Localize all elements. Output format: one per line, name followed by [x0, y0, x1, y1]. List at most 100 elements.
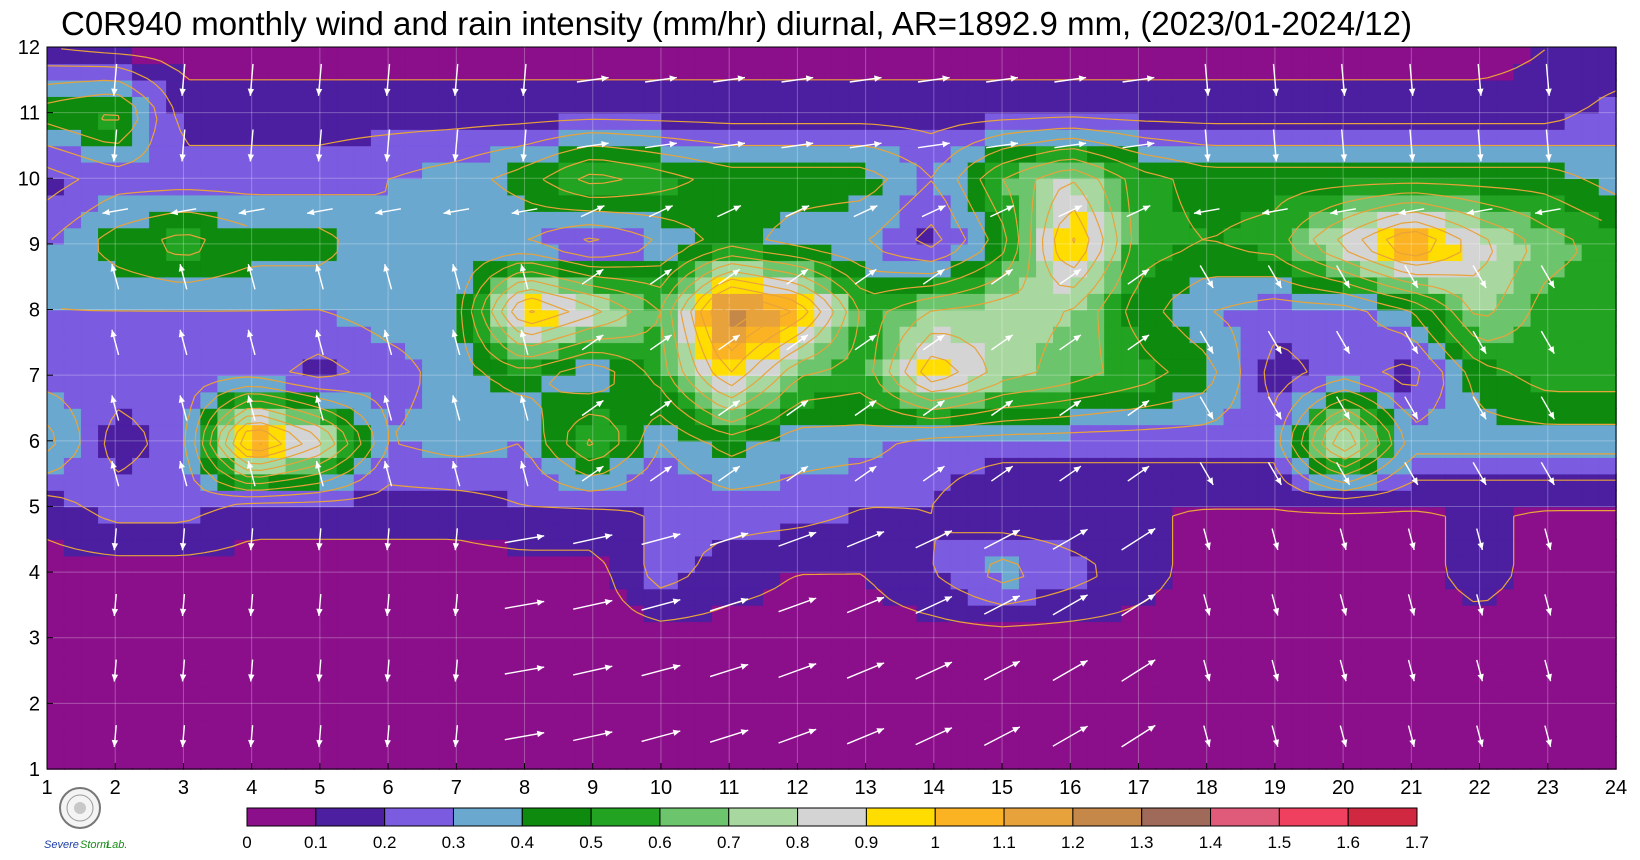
field-cell	[882, 227, 901, 245]
field-cell	[1172, 63, 1191, 81]
field-cell	[1598, 391, 1617, 409]
field-cell	[1240, 178, 1259, 196]
field-cell	[63, 719, 82, 737]
field-cell	[1001, 46, 1020, 65]
field-cell	[1036, 637, 1054, 655]
field-cell	[1206, 161, 1225, 180]
field-cell	[183, 653, 202, 672]
field-cell	[1172, 522, 1191, 541]
field-cell	[711, 571, 730, 590]
field-cell	[507, 637, 526, 655]
field-cell	[558, 227, 577, 245]
field-cell	[899, 325, 918, 344]
field-cell	[1445, 375, 1464, 393]
field-cell	[183, 752, 202, 770]
field-cell	[780, 703, 799, 721]
field-cell	[660, 96, 679, 114]
field-cell	[1428, 194, 1447, 212]
field-cell	[643, 637, 662, 655]
field-cell	[1394, 391, 1413, 409]
field-cell	[166, 621, 185, 639]
field-cell	[319, 604, 338, 623]
field-cell	[200, 178, 219, 196]
field-cell	[1138, 96, 1157, 114]
wind-arrow-head	[384, 739, 391, 748]
field-cell	[558, 539, 577, 557]
svg-text:Storm: Storm	[80, 839, 109, 851]
wind-arrow-head	[876, 728, 885, 735]
field-cell	[1564, 703, 1583, 721]
field-cell	[1189, 440, 1208, 458]
field-cell	[387, 736, 406, 754]
field-cell	[1223, 260, 1242, 278]
field-cell	[234, 736, 253, 754]
field-cell	[183, 686, 202, 705]
field-cell	[575, 489, 594, 508]
field-cell	[1547, 46, 1566, 65]
field-cell	[1206, 457, 1225, 475]
field-cell	[1462, 571, 1481, 590]
field-cell	[660, 46, 679, 65]
field-cell	[1291, 309, 1310, 327]
field-cell	[865, 670, 884, 688]
wind-arrow-head	[672, 664, 681, 671]
field-cell	[319, 571, 338, 590]
field-cell	[1240, 686, 1259, 705]
field-cell	[1547, 522, 1566, 541]
field-cell	[46, 260, 65, 278]
field-cell	[729, 571, 747, 590]
wind-arrow-head	[942, 75, 950, 82]
field-cell	[234, 719, 253, 737]
wind-arrow-head	[1204, 673, 1211, 682]
field-cell	[1325, 63, 1344, 81]
field-cell	[1070, 539, 1089, 557]
field-cell	[183, 604, 202, 623]
field-cell	[882, 653, 901, 672]
field-cell	[950, 96, 969, 114]
field-cell	[200, 752, 219, 770]
field-cell	[1564, 292, 1583, 311]
field-cell	[729, 161, 747, 180]
field-cell	[132, 506, 151, 524]
field-cell	[132, 653, 151, 672]
field-cell	[149, 194, 168, 212]
field-cell	[251, 63, 270, 81]
field-cell	[1513, 703, 1532, 721]
field-cell	[558, 63, 577, 81]
field-cell	[200, 653, 219, 672]
field-cell	[404, 522, 423, 541]
field-cell	[797, 79, 816, 97]
wind-arrow-head	[452, 608, 460, 616]
wind-arrow-head	[238, 209, 247, 216]
field-cell	[524, 555, 543, 573]
field-cell	[1325, 703, 1344, 721]
field-cell	[609, 342, 628, 360]
field-cell	[677, 653, 696, 672]
field-cell	[1360, 719, 1378, 737]
field-cell	[302, 637, 321, 655]
field-cell	[268, 342, 287, 360]
wind-arrow-head	[604, 730, 613, 737]
field-cell	[1104, 473, 1123, 491]
field-cell	[98, 637, 116, 655]
field-cell	[1428, 276, 1447, 294]
field-cell	[217, 79, 236, 97]
field-cell	[831, 79, 850, 97]
field-cell	[865, 112, 884, 130]
field-cell	[592, 178, 611, 196]
field-cell	[780, 555, 799, 573]
field-cell	[1036, 309, 1054, 327]
field-cell	[46, 243, 65, 262]
field-cell	[1036, 752, 1054, 770]
field-cell	[1087, 604, 1106, 623]
field-cell	[132, 637, 151, 655]
field-cell	[80, 719, 99, 737]
field-cell	[1206, 686, 1225, 705]
field-cell	[422, 325, 441, 344]
field-cell	[1411, 703, 1430, 721]
field-cell	[302, 63, 321, 81]
field-cell	[1223, 686, 1242, 705]
field-cell	[1530, 96, 1549, 114]
field-cell	[63, 752, 82, 770]
field-cell	[353, 112, 372, 130]
